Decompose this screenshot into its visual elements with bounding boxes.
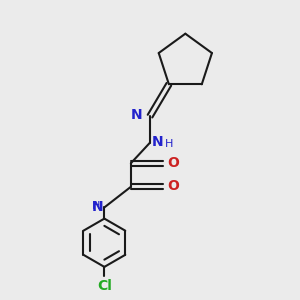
Text: N: N [131, 108, 142, 122]
Text: N: N [152, 135, 163, 149]
Text: N: N [91, 200, 103, 214]
Text: O: O [167, 179, 179, 193]
Text: Cl: Cl [97, 279, 112, 293]
Text: H: H [165, 139, 174, 149]
Text: O: O [167, 156, 179, 170]
Text: H: H [92, 201, 100, 211]
